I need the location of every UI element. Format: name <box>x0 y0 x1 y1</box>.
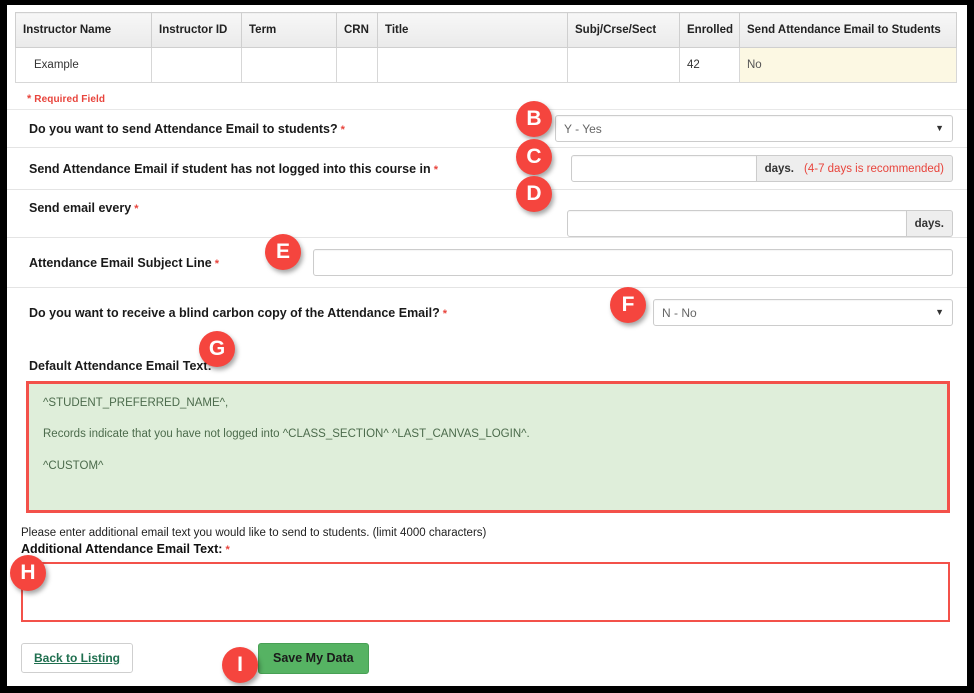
chevron-down-icon-bcc: ▼ <box>935 307 944 317</box>
page-container: Instructor Name Instructor ID Term CRN T… <box>7 5 967 686</box>
column-header-enrolled: Enrolled <box>679 12 740 48</box>
days-unit-label-d: days. <box>914 217 944 230</box>
cell-term <box>241 47 337 83</box>
required-star-c: * <box>430 163 438 176</box>
required-field-note: * Required Field <box>27 93 967 105</box>
control-send-every: days. <box>566 190 953 237</box>
label-bcc-question: Do you want to receive a blind carbon co… <box>29 305 448 320</box>
required-star-b: * <box>337 123 345 136</box>
cell-send-attendance-email: No <box>739 47 957 83</box>
send-email-select[interactable]: Y - Yes ▼ <box>555 115 953 142</box>
required-star-d: * <box>131 203 139 215</box>
chevron-down-icon: ▼ <box>935 123 944 133</box>
required-star: * <box>27 93 32 105</box>
send-every-addon: days. <box>906 210 953 237</box>
default-email-line-1: ^STUDENT_PREFERRED_NAME^, <box>43 397 229 409</box>
default-email-text-label: Default Attendance Email Text: <box>29 359 212 373</box>
annotation-badge-d: D <box>516 176 552 212</box>
column-header-term: Term <box>241 12 337 48</box>
column-header-instructor-id: Instructor ID <box>151 12 242 48</box>
cell-instructor-name: Example <box>15 47 152 83</box>
required-field-label: Required Field <box>34 94 106 105</box>
table-header-row: Instructor Name Instructor ID Term CRN T… <box>15 12 957 48</box>
days-hint-label: (4-7 days is recommended) <box>804 162 944 175</box>
required-star-f: * <box>439 307 448 320</box>
not-logged-in-addon: days. (4-7 days is recommended) <box>756 155 953 182</box>
column-header-subj-crse-sect: Subj/Crse/Sect <box>567 12 680 48</box>
not-logged-in-days-input[interactable] <box>570 155 757 182</box>
default-email-text-box: ^STUDENT_PREFERRED_NAME^, Records indica… <box>26 381 950 513</box>
footer-actions: Back to Listing Save My Data <box>7 636 967 680</box>
instructor-info-table: Instructor Name Instructor ID Term CRN T… <box>15 12 957 83</box>
column-header-instructor-name: Instructor Name <box>15 12 152 48</box>
required-star-h: * <box>222 544 230 556</box>
back-to-listing-button[interactable]: Back to Listing <box>21 643 134 673</box>
label-send-every: Send email every * <box>29 201 139 215</box>
control-bcc: N - No ▼ <box>653 299 953 326</box>
default-email-line-3: ^CUSTOM^ <box>43 459 104 472</box>
cell-enrolled: 42 <box>679 47 740 83</box>
cell-subj-crse-sect <box>567 47 680 83</box>
additional-email-label: Additional Attendance Email Text: * <box>21 542 230 556</box>
annotation-badge-i: I <box>222 647 258 683</box>
form-row-send-email: Do you want to send Attendance Email to … <box>7 109 967 147</box>
column-header-crn: CRN <box>336 12 378 48</box>
default-email-line-2: Records indicate that you have not logge… <box>43 428 530 441</box>
annotation-badge-e: E <box>265 234 301 270</box>
send-every-days-input[interactable] <box>566 210 907 237</box>
subject-line-input[interactable] <box>313 249 953 276</box>
days-unit-label-c: days. <box>764 162 795 175</box>
control-not-logged-in: days. (4-7 days is recommended) <box>570 155 953 182</box>
additional-email-textarea-wrapper <box>21 562 950 622</box>
annotation-badge-c: C <box>516 139 552 175</box>
control-subject-line <box>313 249 953 276</box>
additional-email-note: Please enter additional email text you w… <box>21 527 487 539</box>
bcc-select-value: N - No <box>662 305 697 320</box>
cell-title <box>377 47 568 83</box>
cell-instructor-id <box>151 47 242 83</box>
control-send-email: Y - Yes ▼ <box>555 115 953 142</box>
form-rows: Do you want to send Attendance Email to … <box>7 109 967 337</box>
additional-email-textarea[interactable] <box>23 564 948 620</box>
cell-crn <box>336 47 378 83</box>
column-header-title: Title <box>377 12 568 48</box>
annotation-badge-f: F <box>610 287 646 323</box>
annotation-badge-h: H <box>10 555 46 591</box>
required-star-e: * <box>211 257 220 270</box>
save-my-data-button[interactable]: Save My Data <box>258 642 369 674</box>
form-row-not-logged-in: Send Attendance Email if student has not… <box>7 147 967 189</box>
form-row-send-every: Send email every * days. <box>7 189 967 237</box>
label-send-email-question: Do you want to send Attendance Email to … <box>29 121 345 136</box>
bcc-select[interactable]: N - No ▼ <box>653 299 953 326</box>
label-subject-line: Attendance Email Subject Line * <box>29 255 220 270</box>
annotation-badge-g: G <box>199 331 235 367</box>
label-not-logged-in: Send Attendance Email if student has not… <box>29 161 438 176</box>
column-header-send-attendance-email: Send Attendance Email to Students <box>739 12 957 48</box>
form-row-bcc: Do you want to receive a blind carbon co… <box>7 287 967 337</box>
annotation-badge-b: B <box>516 101 552 137</box>
form-row-subject-line: Attendance Email Subject Line * <box>7 237 967 287</box>
send-email-select-value: Y - Yes <box>564 121 602 136</box>
table-row: Example 42 No <box>15 47 957 83</box>
